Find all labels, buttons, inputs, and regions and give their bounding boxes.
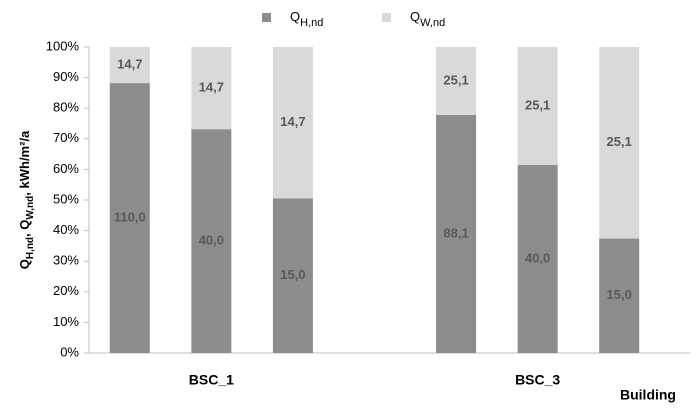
legend-swatch bbox=[262, 13, 271, 22]
y-tick-label: 70% bbox=[53, 130, 79, 145]
y-tick-label: 50% bbox=[53, 191, 79, 206]
group-label: BSC_1 bbox=[189, 372, 234, 388]
value-label: 40,0 bbox=[199, 233, 224, 248]
value-label: 25,1 bbox=[607, 134, 632, 149]
bar-segment bbox=[436, 47, 477, 115]
value-label: 25,1 bbox=[525, 97, 550, 112]
group-label: BSC_3 bbox=[515, 372, 560, 388]
bar-segment bbox=[517, 47, 558, 165]
value-label: 15,0 bbox=[607, 287, 632, 302]
y-axis-label-part: , kWh/m²/a bbox=[17, 130, 32, 196]
bar-segment bbox=[599, 238, 640, 353]
value-label: 15,0 bbox=[280, 267, 305, 282]
y-tick-label: 40% bbox=[53, 222, 79, 237]
y-axis-label-part: W,nd bbox=[25, 196, 36, 220]
y-tick-label: 60% bbox=[53, 161, 79, 176]
legend-label: QW,nd bbox=[410, 9, 445, 28]
legend-label: QH,nd bbox=[290, 9, 323, 28]
y-tick-label: 0% bbox=[60, 344, 79, 359]
bar-segment bbox=[272, 198, 313, 353]
bar-segment bbox=[272, 47, 313, 199]
legend-label-sub: W,nd bbox=[420, 17, 445, 29]
y-axis-label-part: , Q bbox=[17, 220, 32, 237]
legend-label-sub: H,nd bbox=[300, 17, 323, 29]
value-label: 14,7 bbox=[280, 114, 305, 129]
bar-segment bbox=[109, 83, 150, 353]
legend-label-name: Q bbox=[410, 9, 420, 24]
bar-segment bbox=[436, 114, 477, 353]
y-tick-label: 80% bbox=[53, 100, 79, 115]
legend-label-name: Q bbox=[290, 9, 300, 24]
y-axis-label: QH,nd, QW,nd, kWh/m²/a bbox=[17, 130, 35, 269]
value-label: 14,7 bbox=[117, 56, 142, 71]
y-tick-label: 10% bbox=[53, 314, 79, 329]
value-label: 14,7 bbox=[199, 80, 224, 95]
y-axis-label-part: Q bbox=[17, 259, 32, 269]
bar-segment bbox=[599, 47, 640, 239]
legend-swatch bbox=[382, 13, 391, 22]
value-label: 25,1 bbox=[443, 72, 468, 87]
value-label: 88,1 bbox=[443, 225, 468, 240]
y-tick-label: 20% bbox=[53, 283, 79, 298]
y-axis-label-part: H,nd bbox=[25, 237, 36, 259]
value-label: 110,0 bbox=[114, 209, 146, 224]
x-axis-label: Building bbox=[620, 387, 676, 403]
value-label: 40,0 bbox=[525, 250, 550, 265]
y-tick-label: 100% bbox=[46, 38, 80, 53]
bar-segment bbox=[517, 164, 558, 353]
y-tick-label: 30% bbox=[53, 253, 79, 268]
bar-segment bbox=[191, 129, 232, 353]
y-tick-label: 90% bbox=[53, 69, 79, 84]
bar-segment bbox=[109, 47, 150, 84]
bar-segment bbox=[191, 47, 232, 130]
